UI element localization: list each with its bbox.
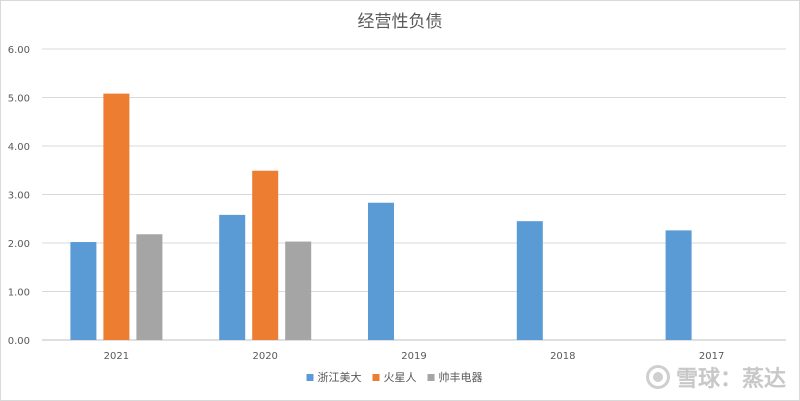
x-tick-label: 2021 <box>104 351 129 362</box>
bar-火星人-2021 <box>103 93 130 341</box>
x-tick-label: 2019 <box>401 351 426 362</box>
y-tick-label: 2.00 <box>8 239 30 250</box>
bar-浙江美大-2020 <box>219 214 246 340</box>
bar-火星人-2020 <box>252 170 279 340</box>
y-tick-label: 1.00 <box>8 288 30 299</box>
legend-label: 帅丰电器 <box>439 371 483 384</box>
legend-label: 火星人 <box>384 371 417 384</box>
legend-swatch <box>427 374 435 381</box>
bar-浙江美大-2019 <box>368 202 394 340</box>
x-tick-label: 2018 <box>550 351 575 362</box>
y-tick-label: 3.00 <box>8 191 30 202</box>
bars <box>70 93 692 341</box>
x-axis: 2021 2020 2019 2018 2017 <box>104 351 725 362</box>
y-tick-label: 5.00 <box>8 94 30 105</box>
bar-浙江美大-2021 <box>70 242 97 340</box>
y-axis: 0.00 1.00 2.00 3.00 4.00 5.00 6.00 <box>8 45 30 347</box>
legend-label: 浙江美大 <box>318 370 362 384</box>
y-tick-label: 0.00 <box>8 336 30 347</box>
legend-swatch <box>372 374 380 381</box>
watermark-text: 雪球：蒸达 <box>675 367 786 392</box>
bar-浙江美大-2018 <box>516 221 543 340</box>
x-tick-label: 2017 <box>699 351 724 362</box>
x-tick-label: 2020 <box>252 351 277 362</box>
y-tick-label: 4.00 <box>8 142 30 153</box>
gridlines <box>42 48 786 341</box>
bar-帅丰电器-2020 <box>285 241 312 340</box>
chart-title: 经营性负债 <box>358 12 443 32</box>
bar-帅丰电器-2021 <box>136 234 163 340</box>
watermark: 雪球：蒸达 <box>645 361 786 393</box>
xueqiu-logo-icon <box>645 365 670 389</box>
y-tick-label: 6.00 <box>8 45 30 56</box>
legend: 浙江美大 火星人 帅丰电器 <box>306 370 483 384</box>
bar-浙江美大-2017 <box>665 230 692 340</box>
legend-swatch <box>306 374 314 381</box>
